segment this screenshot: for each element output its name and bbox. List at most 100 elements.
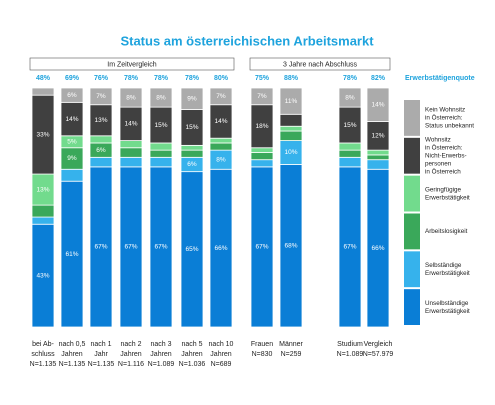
- bar-segment: [89, 87, 113, 106]
- bar-segment: [119, 140, 143, 149]
- bar-segment: [180, 87, 204, 110]
- legend-swatch: [404, 137, 420, 174]
- rate-label: 75%: [255, 75, 270, 82]
- bar-segment: [149, 149, 173, 158]
- legend-label: personen: [425, 160, 452, 167]
- legend-label: Erwerbstätigkeit: [425, 308, 470, 315]
- legend-swatch: [404, 100, 420, 136]
- category-label: nach 10: [209, 341, 234, 348]
- category-label: Jahren: [61, 351, 83, 358]
- legend-swatch: [404, 213, 420, 250]
- bar-segment: [209, 137, 233, 144]
- bar-segment: [279, 125, 303, 132]
- value-label: 6%: [187, 161, 197, 168]
- value-label: 8%: [156, 94, 166, 101]
- value-label: 10%: [284, 149, 297, 156]
- bar-segment: [31, 216, 55, 225]
- value-label: 15%: [343, 122, 356, 129]
- legend-label: Kein Wohnsitz: [425, 107, 465, 114]
- sample-size: N=830: [252, 351, 273, 358]
- bar-segment: [149, 156, 173, 168]
- value-label: 15%: [185, 124, 198, 131]
- sample-size: N=1.135: [30, 361, 57, 368]
- category-label: Männer: [279, 341, 303, 348]
- value-label: 5%: [67, 138, 77, 145]
- value-label: 18%: [255, 123, 268, 130]
- bar-segment: [279, 87, 303, 115]
- value-label: 11%: [285, 98, 298, 105]
- bar-segment: [338, 87, 362, 108]
- legend-label: in Österreich:: [425, 143, 463, 151]
- sample-size: N=689: [211, 361, 232, 368]
- value-label: 12%: [371, 133, 384, 140]
- sample-size: N=1.036: [179, 361, 206, 368]
- rate-label: 78%: [124, 75, 139, 82]
- rate-label: 82%: [371, 75, 386, 82]
- bar-segment: [209, 87, 233, 106]
- value-label: 6%: [67, 92, 77, 99]
- value-label: 8%: [126, 94, 136, 101]
- chart-title: Status am österreichischen Arbeitsmarkt: [120, 33, 374, 48]
- sample-size: N=1.089: [148, 361, 175, 368]
- sample-size: N=259: [281, 351, 302, 358]
- value-label: 8%: [216, 156, 226, 163]
- value-label: 61%: [65, 251, 78, 258]
- rate-label: 80%: [214, 75, 229, 82]
- group-box: [29, 57, 235, 71]
- bar-segment: [250, 152, 274, 161]
- bar-segment: [279, 113, 303, 127]
- bar-segment: [31, 204, 55, 218]
- bar-segment: [31, 87, 55, 96]
- value-label: 68%: [284, 242, 297, 249]
- legend-label: Selbständige: [425, 262, 462, 269]
- bar-segment: [366, 154, 390, 161]
- bar-segment: [250, 87, 274, 106]
- sample-size: N=1.135: [59, 361, 86, 368]
- bar-segment: [338, 142, 362, 151]
- value-label: 14%: [65, 116, 78, 123]
- legend-label: Erwerbstätigkeit: [425, 194, 470, 201]
- sample-size: N=1.116: [118, 361, 144, 368]
- category-label: Studium: [337, 341, 363, 348]
- sample-size: N=1.135: [88, 361, 115, 368]
- value-label: 66%: [214, 245, 227, 252]
- group-label: 3 Jahre nach Abschluss: [283, 61, 357, 68]
- legend-swatch: [404, 289, 420, 325]
- bar-segment: [250, 159, 274, 168]
- category-label: schluss: [31, 351, 55, 358]
- rate-label: 69%: [65, 75, 80, 82]
- legend-label: in Österreich:: [425, 114, 463, 122]
- bar-segment: [366, 159, 390, 170]
- value-label: 7%: [257, 93, 267, 100]
- category-label: nach 2: [120, 341, 141, 348]
- rate-label: 78%: [343, 75, 358, 82]
- value-label: 65%: [185, 246, 198, 253]
- value-label: 67%: [255, 244, 268, 251]
- group-box: [249, 57, 391, 71]
- bar-segment: [366, 87, 390, 122]
- value-label: 67%: [94, 244, 107, 251]
- legend-label: Geringfügige: [425, 186, 462, 193]
- legend-swatch: [404, 175, 420, 212]
- bar-segment: [89, 135, 113, 144]
- category-label: nach 0,5: [59, 341, 86, 348]
- legend-swatch: [404, 251, 420, 288]
- bar-segment: [180, 144, 204, 151]
- legend-label: Status unbekannt: [425, 123, 474, 130]
- legend-label: Arbeitslosigkeit: [425, 228, 468, 235]
- rate-label: 78%: [185, 75, 200, 82]
- bar-segment: [60, 168, 84, 182]
- value-label: 15%: [154, 122, 167, 129]
- legend-label: Wohnsitz: [425, 136, 451, 143]
- legend-label: Nicht-Erwerbs-: [425, 152, 467, 159]
- category-label: Jahren: [150, 351, 172, 358]
- value-label: 6%: [96, 147, 106, 154]
- bar-segment: [149, 142, 173, 151]
- value-label: 43%: [36, 272, 49, 279]
- category-label: bei Ab-: [32, 341, 54, 348]
- bar-segment: [89, 156, 113, 168]
- category-label: nach 1: [90, 341, 111, 348]
- legend-label: Unselbständige: [425, 300, 469, 307]
- bar-segment: [209, 142, 233, 151]
